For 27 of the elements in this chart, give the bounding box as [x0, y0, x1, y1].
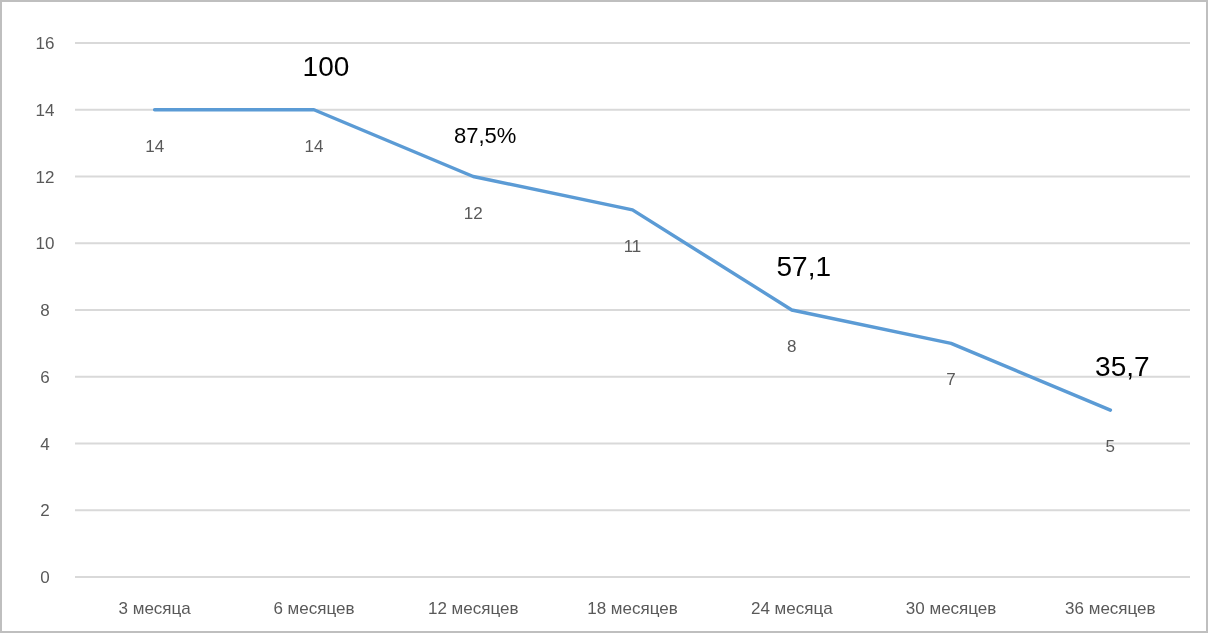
data-label: 8 [787, 337, 797, 356]
y-tick-label: 2 [40, 501, 50, 521]
annotation: 100 [302, 50, 350, 82]
y-tick-label: 10 [35, 234, 55, 254]
y-tick-label: 4 [40, 434, 50, 454]
data-label: 12 [463, 203, 483, 223]
y-tick-label: 8 [40, 301, 50, 320]
annotation: 35,7 [1095, 351, 1150, 383]
data-label: 5 [1105, 437, 1116, 457]
x-tick-label: 3 месяца [118, 599, 192, 618]
annotation: 87,5% [454, 122, 517, 148]
x-tick-label: 30 месяцев [905, 599, 997, 618]
data-label: 11 [623, 236, 642, 256]
x-tick-label: 36 месяцев [1065, 599, 1156, 618]
annotation: 57,1 [776, 251, 832, 282]
x-tick-label: 18 месяцев [587, 599, 678, 618]
x-tick-label: 6 месяцев [273, 599, 355, 618]
y-tick-label: 12 [35, 167, 55, 187]
y-tick-label: 16 [35, 34, 55, 53]
y-tick-label: 14 [35, 100, 55, 120]
data-label: 14 [145, 136, 165, 156]
x-tick-label: 24 месяца [750, 599, 834, 618]
data-label: 7 [946, 370, 956, 390]
y-tick-label: 6 [40, 367, 50, 387]
x-tick-label: 12 месяцев [427, 599, 519, 618]
data-label: 14 [304, 136, 324, 156]
y-tick-label: 0 [40, 568, 50, 587]
